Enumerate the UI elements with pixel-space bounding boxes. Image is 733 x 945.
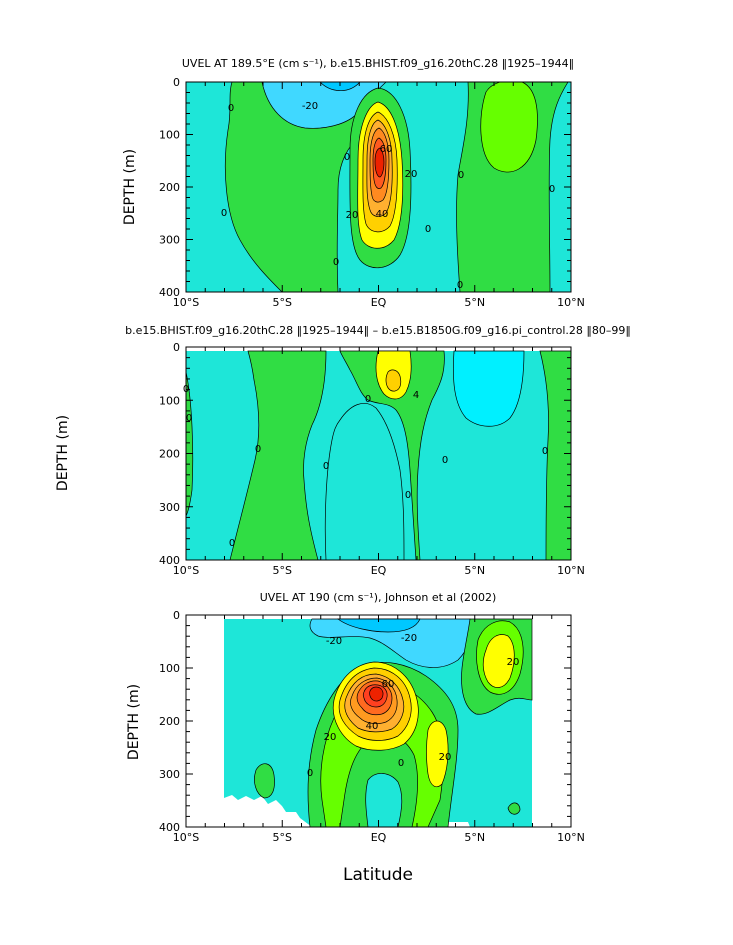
x-tick-label: 10°N [557,296,585,309]
panel-2-green-center [339,350,445,560]
y-tick-label: 300 [159,234,180,247]
x-tick-label: 10°S [173,564,199,577]
panel-2-green-right [539,350,571,560]
panel-1-contour-label: 0 [333,257,339,268]
panel-3-contour-label: 40 [366,721,379,732]
panel-2-contour-label: 0 [255,444,261,455]
x-tick-label: EQ [371,831,387,844]
y-tick-label: 100 [159,662,180,675]
panel-3-contour-label: -20 [401,633,417,644]
panel-3-yellow-tail [426,720,449,788]
panel-2-contour-label: 4 [413,390,419,401]
panel-3-green-patch [507,802,521,815]
panel-3-contour-label: 20 [324,732,337,743]
x-tick-label: 5°S [273,296,292,309]
panel-1-contour-label: 0 [221,208,227,219]
panel-2-green-band [229,350,327,560]
panel-2-cyan-bay [324,403,405,560]
x-tick-label: 10°N [557,564,585,577]
panel-1-contour-label: 0 [425,224,431,235]
panel-1-contour-label: 0 [457,280,463,291]
panel-1-title: UVEL AT 189.5°E (cm s⁻¹), b.e15.BHIST.f0… [182,57,574,70]
panel-3-contour-label: 0 [398,758,404,769]
y-tick-label: 300 [159,768,180,781]
y-tick-label: 400 [159,821,180,834]
x-tick-label: 5°N [464,564,485,577]
x-tick-label: EQ [371,564,387,577]
panel-2-contour-label: 0 [405,490,411,501]
panel-2-contour-label: 0 [365,394,371,405]
shared-y-axis-label: DEPTH (m) [55,415,71,491]
panel-2-contour-label: 0 [229,538,235,549]
y-tick-label: 200 [159,715,180,728]
panel-1-contour-labels: 0 -20 0 60 20 40 20 0 0 0 0 0 0 [221,101,555,291]
panel-2-title: b.e15.BHIST.f09_g16.20thC.28 ‖1925–1944‖… [125,324,631,337]
x-tick-label: 5°S [273,564,292,577]
y-tick-label: 0 [173,609,180,622]
panel-1-contour-label: 20 [405,169,418,180]
y-tick-label: 400 [159,554,180,567]
x-tick-label: 10°N [557,831,585,844]
panel-1-contour-label: 20 [346,210,359,221]
panel-1-contour-label: 0 [458,170,464,181]
panel-2-contour-label: 0 [442,455,448,466]
x-tick-label: 5°N [464,831,485,844]
y-tick-label: 0 [173,341,180,354]
panel-3-sky-region [309,618,472,668]
panel-3-yellow-right [482,634,515,688]
y-tick-label: 200 [159,448,180,461]
x-tick-label: 5°N [464,296,485,309]
y-tick-label: 400 [159,286,180,299]
panel-2-light-cyan [452,350,525,427]
panel-1-contour-label: 0 [549,184,555,195]
panel-1-y-axis-label: DEPTH (m) [122,149,138,225]
x-tick-label: 10°S [173,296,199,309]
panel-1-contour-label: 0 [228,103,234,114]
panel-3-contour-label: -20 [326,636,342,647]
panel-1-contour-label: 0 [344,152,350,163]
panel-3-cyan-lower [365,773,403,827]
panel-3-contour-label: 20 [439,752,452,763]
panel-3-red-core [369,686,384,702]
panel-2-green-left-edge [186,371,194,517]
panel-1-contour-label: -20 [302,101,318,112]
panel-1-plot [186,82,571,292]
panel-3: UVEL AT 190 (cm s⁻¹), Johnson et al (200… [126,591,572,828]
panel-3-plot [186,615,571,827]
y-tick-label: 100 [159,129,180,142]
y-tick-label: 200 [159,181,180,194]
panel-1-lime-region [480,82,538,173]
panel-2: b.e15.BHIST.f09_g16.20thC.28 ‖1925–1944‖… [125,324,631,561]
panel-2-contour-label: 0 [323,461,329,472]
panel-1-red-core [374,147,385,178]
y-tick-label: 100 [159,394,180,407]
x-axis-label: Latitude [343,865,413,885]
panel-1: UVEL AT 189.5°E (cm s⁻¹), b.e15.BHIST.f0… [122,57,574,293]
x-tick-label: 5°S [273,831,292,844]
panel-1-contour-label: 60 [380,144,393,155]
panel-2-contour-label: 0 [186,413,192,424]
panel-2-plot [186,347,571,560]
x-tick-label: 10°S [173,831,199,844]
panel-3-contour-label: 20 [507,657,520,668]
panel-2-gold-core [385,369,402,392]
panel-3-green-left-blob [254,763,275,799]
panel-3-light-cyan [336,618,421,633]
panel-3-y-axis-label: DEPTH (m) [126,684,142,760]
panel-3-title: UVEL AT 190 (cm s⁻¹), Johnson et al (200… [260,591,497,604]
y-tick-label: 300 [159,501,180,514]
panel-3-contour-labels: -20 -20 60 20 40 20 20 0 0 [307,633,520,779]
x-tick-label: EQ [371,296,387,309]
panel-2-contour-label: 0 [542,446,548,457]
y-tick-label: 0 [173,76,180,89]
panel-1-contour-label: 40 [376,209,389,220]
panel-3-contour-label: 60 [382,679,395,690]
panel-3-contour-label: 0 [307,768,313,779]
